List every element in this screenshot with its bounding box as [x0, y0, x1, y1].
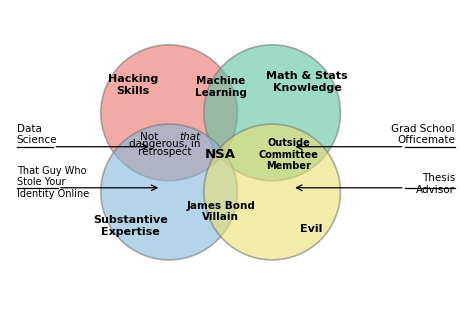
Text: James Bond
Villain: James Bond Villain: [186, 201, 255, 222]
Text: Evil: Evil: [300, 223, 322, 234]
Text: Not: Not: [140, 132, 161, 142]
Text: Outside
Committee
Member: Outside Committee Member: [259, 138, 319, 171]
Text: Grad School
Officemate: Grad School Officemate: [392, 124, 455, 145]
Text: That Guy Who
Stole Your
Identity Online: That Guy Who Stole Your Identity Online: [17, 166, 89, 199]
Text: dangerous, in: dangerous, in: [128, 139, 200, 149]
Text: Thesis
Advisor: Thesis Advisor: [416, 173, 455, 195]
Ellipse shape: [204, 45, 340, 181]
Ellipse shape: [101, 45, 237, 181]
Text: Substantive
Expertise: Substantive Expertise: [93, 215, 168, 237]
Ellipse shape: [101, 124, 237, 260]
Text: retrospect: retrospect: [137, 146, 191, 157]
Ellipse shape: [204, 124, 340, 260]
Text: Hacking
Skills: Hacking Skills: [108, 74, 158, 96]
Text: Math & Stats
Knowledge: Math & Stats Knowledge: [266, 71, 348, 93]
Text: NSA: NSA: [205, 148, 236, 161]
Text: Data
Science: Data Science: [17, 124, 57, 145]
Text: Machine
Learning: Machine Learning: [195, 76, 246, 98]
Text: that: that: [179, 132, 200, 142]
